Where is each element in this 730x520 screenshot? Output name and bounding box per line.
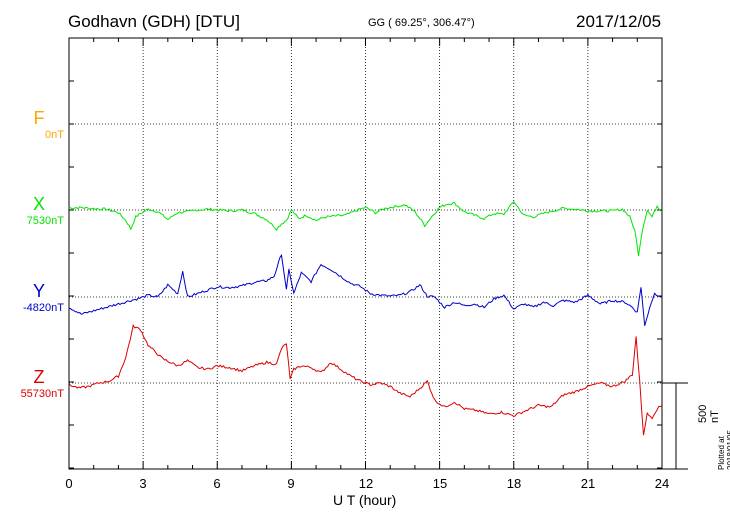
x-tick-label: 0: [65, 476, 73, 491]
chart-date: 2017/12/05: [576, 12, 662, 31]
x-tick-label: 12: [358, 476, 374, 491]
series-line-x: [68, 201, 663, 256]
x-tick-label: 3: [139, 476, 147, 491]
x-tick-label: 15: [432, 476, 448, 491]
component-label-z: Z 55730nT: [0, 367, 64, 400]
component-y-baseline: -4820nT: [23, 302, 64, 314]
component-label-x: X 7530nT: [0, 194, 64, 227]
x-tick-label: 24: [654, 476, 670, 491]
component-z-baseline: 55730nT: [20, 388, 64, 400]
component-f-name: F: [33, 108, 45, 128]
plotted-timestamp: Plotted at 2018/01/05 01:33 UT: [717, 429, 730, 470]
x-axis-label: U T (hour): [333, 492, 397, 508]
series-line-y: [68, 253, 663, 326]
component-x-baseline: 7530nT: [26, 215, 64, 227]
x-tick-label: 21: [580, 476, 596, 491]
component-f-baseline: 0nT: [45, 129, 64, 141]
component-label-f: F 0nT: [0, 108, 65, 141]
geographic-coordinates: GG ( 69.25°, 306.47°): [368, 17, 475, 29]
component-z-name: Z: [33, 367, 45, 387]
component-label-y: Y -4820nT: [0, 281, 64, 314]
x-tick-label: 9: [287, 476, 295, 491]
series-line-z: [68, 323, 663, 436]
x-tick-label: 6: [213, 476, 221, 491]
component-y-name: Y: [32, 281, 45, 301]
component-x-name: X: [32, 194, 45, 214]
chart-title: Godhavn (GDH) [DTU]: [68, 12, 240, 31]
scale-bar-label: 500 nT: [697, 404, 721, 423]
x-tick-label: 18: [506, 476, 522, 491]
